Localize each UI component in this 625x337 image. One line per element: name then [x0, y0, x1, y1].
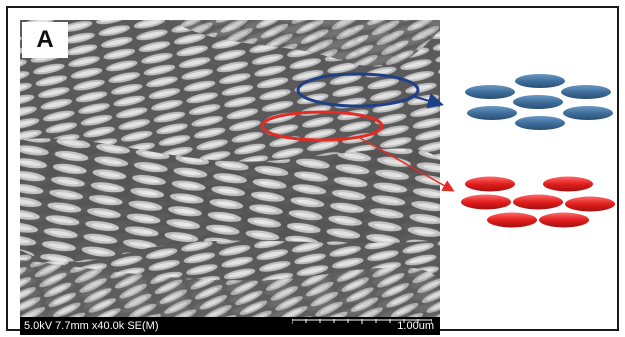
panel-label: A — [22, 22, 68, 58]
sem-texture — [20, 20, 440, 317]
sem-micrograph — [20, 20, 440, 335]
scale-bar — [292, 319, 432, 324]
sem-info-text: 5.0kV 7.7mm x40.0k SE(M) — [24, 320, 159, 332]
blue-highlight-ellipse — [296, 72, 420, 108]
red-arrow — [359, 137, 455, 192]
scale-label: 1.00um — [397, 320, 434, 332]
sem-info-bar: 5.0kV 7.7mm x40.0k SE(M) 1.00um — [20, 317, 440, 335]
figure-frame: A 5.0kV 7.7mm x40.0k SE(M) 1.00um — [6, 6, 619, 335]
blue-arrow — [411, 93, 444, 109]
annotation-overlay — [260, 72, 615, 228]
blue-particle-stack — [465, 74, 613, 130]
red-particle-stack — [461, 176, 615, 228]
red-highlight-ellipse — [260, 110, 384, 142]
